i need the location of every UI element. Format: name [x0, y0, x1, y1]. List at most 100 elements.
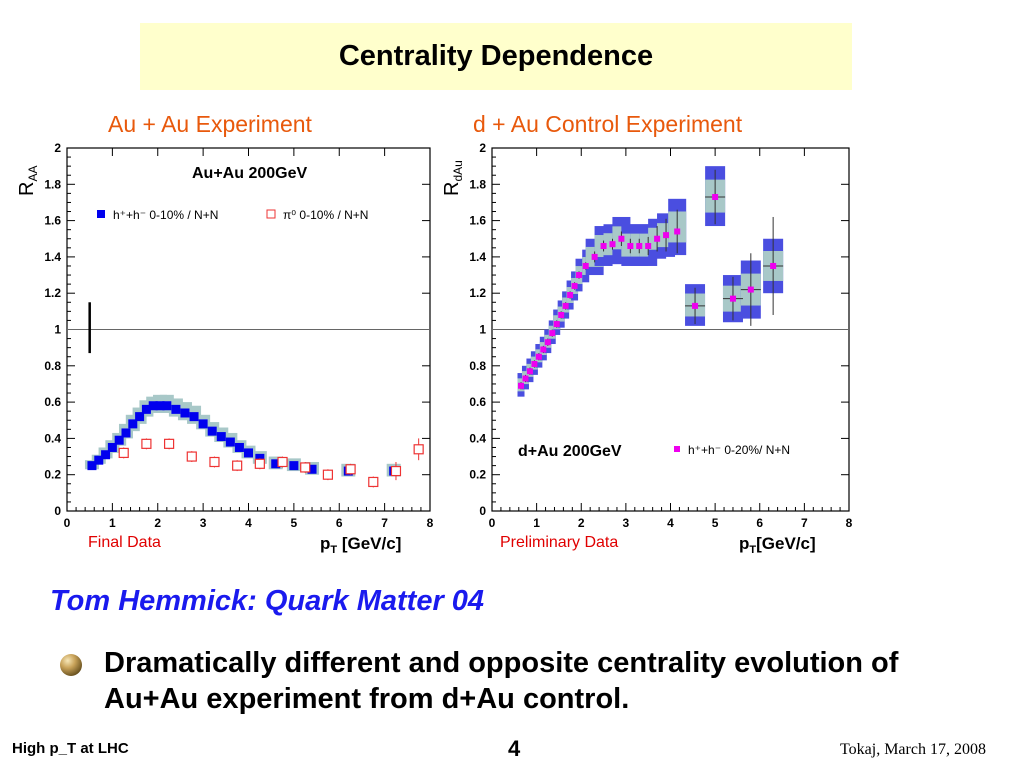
d-au-hadron-point	[712, 194, 719, 201]
au-au-hadron-point	[307, 464, 317, 474]
bullet-text: Dramatically different and opposite cent…	[104, 647, 899, 715]
pi0-point	[254, 458, 265, 469]
x-tick-label: 0	[64, 516, 71, 530]
preliminary-data-note: Preliminary Data	[500, 534, 619, 551]
y-tick-label: 1	[54, 323, 61, 337]
pi0-point	[163, 438, 175, 449]
y-tick-label: 1.2	[469, 286, 486, 300]
d-au-hadron-point	[747, 286, 754, 293]
x-tick-label: 0	[489, 516, 496, 530]
d-au-hadron-point	[518, 382, 525, 389]
y-tick-label: 0	[54, 504, 61, 518]
d-au-hadron-point	[571, 282, 578, 289]
d-au-hadron-point	[549, 330, 556, 337]
y-tick-label: 1.6	[44, 214, 61, 228]
pi0-point	[186, 451, 197, 462]
y-tick-label: 1.2	[44, 286, 61, 300]
bullet-sphere-icon	[60, 654, 82, 676]
pi0-point	[300, 462, 311, 473]
d-au-hadron-point	[645, 243, 652, 250]
au-au-hadron-point	[225, 437, 235, 447]
title-banner: Centrality Dependence	[140, 23, 852, 90]
pi0-point	[277, 456, 288, 468]
x-tick-label: 2	[154, 516, 161, 530]
y-tick-label: 0.6	[469, 395, 486, 409]
legend-blue-marker	[97, 210, 105, 218]
d-au-hadron-point	[558, 311, 565, 318]
au-au-panel-title: Au + Au Experiment	[108, 111, 312, 137]
slide-number: 4	[508, 736, 521, 761]
au-au-hadron-point	[121, 428, 131, 438]
y-tick-label: 0.4	[44, 431, 61, 445]
y-tick-label: 0	[479, 504, 486, 518]
y-tick-label: 2	[54, 141, 61, 155]
y-tick-label: 2	[479, 141, 486, 155]
pi0-point	[141, 438, 152, 449]
footer-date: Tokaj, March 17, 2008	[840, 741, 986, 758]
legend-red-marker	[266, 209, 276, 219]
x-axis-label: pT[GeV/c]	[739, 534, 816, 556]
pi0-point	[232, 460, 243, 471]
au-au-hadron-point	[216, 432, 226, 442]
y-tick-label: 0.8	[44, 359, 61, 373]
x-tick-label: 1	[533, 516, 540, 530]
d-au-hadron-point	[522, 375, 529, 382]
x-tick-label: 8	[846, 516, 853, 530]
d-au-hadron-point	[562, 302, 569, 309]
d-au-inner-title: d+Au 200GeV	[518, 443, 622, 460]
y-axis-label: RdAu	[441, 160, 465, 196]
d-au-hadron-point	[535, 353, 542, 360]
pi0-point	[345, 464, 356, 475]
x-tick-label: 8	[427, 516, 434, 530]
d-au-chart: 0 1 2 3 4 5 6 7 8 0 0.2 0.4 0.6 0.8 1 1.2 1.4 1.6 1.8 2 RdAu…	[441, 141, 853, 556]
pi0-point	[390, 465, 402, 477]
y-tick-label: 0.4	[469, 431, 486, 445]
x-axis-label: pT [GeV/c]	[320, 534, 401, 556]
d-au-hadron-point	[526, 368, 533, 375]
d-au-hadron-point	[591, 253, 598, 260]
x-tick-label: 6	[756, 516, 763, 530]
au-au-hadron-point	[180, 408, 190, 418]
d-au-hadron-point	[553, 321, 560, 328]
x-tick-label: 4	[667, 516, 674, 530]
d-au-hadron-point	[531, 360, 538, 367]
au-au-chart: 0 1 2 3 4 5 6 7 8 0 0.2 0.4 0.6 0.8 1 1.2 1.4 1.6 1.8 2 RAA p…	[16, 141, 434, 556]
x-tick-label: 7	[381, 516, 388, 530]
d-au-hadron-point	[674, 228, 681, 235]
d-au-hadron-point	[540, 346, 547, 353]
y-axis-label: RAA	[16, 166, 40, 196]
d-au-hadron-point	[582, 262, 589, 269]
y-tick-label: 0.2	[44, 468, 61, 482]
y-tick-label: 1.4	[44, 250, 61, 264]
legend-magenta-marker	[674, 446, 680, 452]
y-tick-label: 1	[479, 323, 486, 337]
au-au-hadron-point	[234, 442, 244, 452]
x-tick-label: 3	[623, 516, 630, 530]
x-tick-label: 6	[336, 516, 343, 530]
au-au-hadron-point	[289, 461, 299, 471]
au-au-hadron-point	[128, 419, 138, 429]
au-au-hadron-point	[207, 426, 217, 436]
d-au-hadron-point	[636, 243, 643, 250]
d-au-hadron-point	[618, 235, 625, 242]
x-tick-label: 3	[200, 516, 207, 530]
d-au-hadron-point	[692, 302, 699, 309]
x-tick-label: 7	[801, 516, 808, 530]
x-tick-label: 4	[245, 516, 252, 530]
d-au-hadron-point	[567, 292, 574, 299]
x-tick-label: 2	[578, 516, 585, 530]
pi0-point	[209, 456, 220, 468]
legend-blue-label: h⁺+h⁻ 0-10% / N+N	[113, 208, 218, 222]
d-au-hadron-point	[576, 272, 583, 279]
au-au-hadron-point	[101, 450, 111, 460]
slide-title: Centrality Dependence	[338, 40, 654, 72]
y-tick-label: 0.6	[44, 395, 61, 409]
d-au-panel-title: d + Au Control Experiment	[473, 111, 743, 137]
au-au-hadron-point	[162, 401, 172, 411]
footer-left: High p_T at LHC	[12, 740, 129, 757]
d-au-hadron-point	[654, 235, 661, 242]
x-tick-label: 1	[109, 516, 116, 530]
au-au-hadron-point	[94, 455, 104, 465]
au-au-hadron-point	[141, 404, 151, 414]
x-tick-label: 5	[291, 516, 298, 530]
